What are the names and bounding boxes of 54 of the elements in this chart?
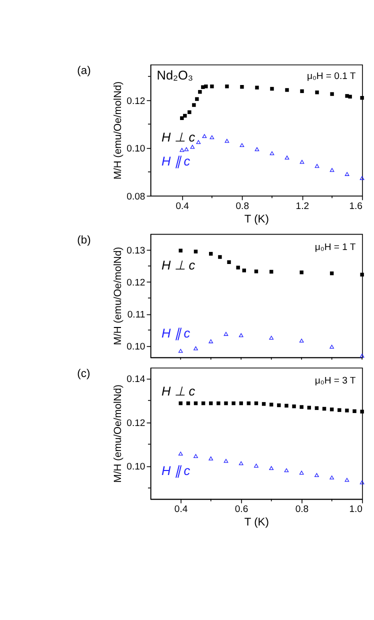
y-axis-title: M/H (emu/Oe/molNd) [113,81,124,180]
point [269,336,274,340]
y-tick-label: 0.12 [126,278,146,289]
series-label: H ⊥ c [162,130,196,145]
point [299,338,304,343]
point [208,339,214,344]
annotation: Nd₂O₃ [156,68,194,83]
point [194,250,198,254]
y-tick-label: 0.10 [126,342,146,353]
point [227,260,231,264]
point [254,270,258,274]
series-label: H ∥ c [162,463,191,478]
x-axis-title: T (K) [244,213,270,226]
y-tick-label: 0.08 [126,191,146,202]
x-tick-label: 0.8 [295,504,309,516]
point [224,332,228,336]
x-tick-label: 0.4 [176,200,190,212]
series-label: H ∥ c [162,154,191,168]
point [194,346,198,350]
y-tick-label: 0.11 [127,310,146,321]
x-tick-label: 1.2 [296,200,310,212]
series-label: H ⊥ c [162,383,196,398]
point [360,354,364,358]
point [178,348,183,353]
point [330,344,334,349]
chart-title: (a) [77,64,92,77]
chart-title: (c) [77,368,90,380]
annotation: μ₀H = 0.1 T [306,70,356,82]
point [300,270,304,274]
x-tick-label: 1.0 [349,504,362,516]
annotation: μ₀H = 1 T [314,242,356,253]
y-tick-label: 0.13 [126,246,146,257]
point [218,255,222,259]
point [236,266,240,270]
x-axis-title: T (K) [244,516,270,529]
y-tick-label: 0.10 [126,462,146,473]
point [360,272,364,276]
y-axis-title: M/H (emu/Oe/molNd) [113,384,124,483]
y-tick-label: 0.12 [126,96,146,107]
x-tick-label: 0.6 [234,504,248,516]
x-tick-label: 0.8 [236,200,249,212]
series-label: H ⊥ c [162,258,196,273]
point [238,333,244,338]
point [178,248,182,252]
y-tick-label: 0.14 [126,374,146,386]
x-tick-label: 0.4 [174,504,188,516]
y-tick-label: 0.12 [126,418,146,429]
chart-title: (b) [77,234,92,246]
annotation: μ₀H = 3 T [314,376,356,387]
series-label: H ∥ c [162,325,191,340]
point [242,268,246,272]
x-tick-label: 1.6 [349,200,362,212]
y-axis-title: M/H (emu/Oe/molNd) [113,246,124,346]
y-tick-label: 0.10 [126,144,146,155]
